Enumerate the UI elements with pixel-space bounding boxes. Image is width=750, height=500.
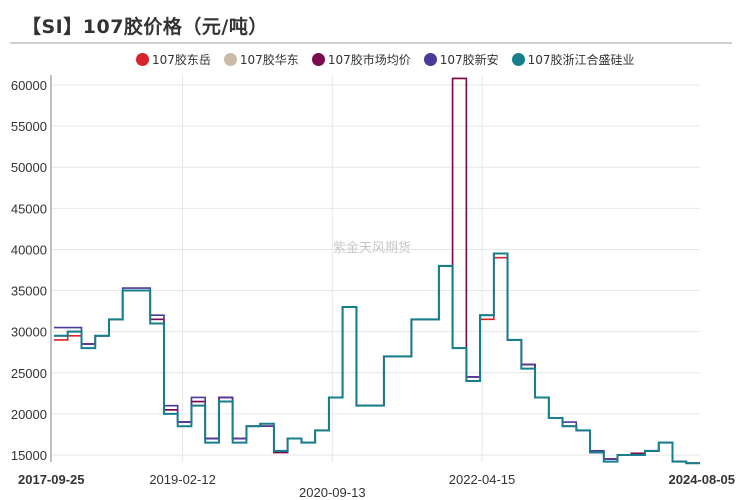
legend-item-dongyue[interactable]: 107胶东岳 bbox=[136, 51, 211, 68]
legend-item-huadong[interactable]: 107胶华东 bbox=[223, 51, 299, 68]
y-tick-label: 45000 bbox=[11, 201, 47, 216]
chart-title: 【SI】107胶价格（元/吨） bbox=[22, 16, 268, 38]
legend-label: 107胶市场均价 bbox=[327, 53, 411, 67]
y-tick-label: 20000 bbox=[11, 407, 47, 422]
watermark: 紫金天风期货 bbox=[333, 241, 412, 256]
legend-label: 107胶浙江合盛硅业 bbox=[527, 53, 635, 67]
series-line[interactable] bbox=[54, 252, 700, 465]
y-tick-label: 60000 bbox=[11, 78, 47, 93]
y-tick-label: 55000 bbox=[11, 119, 47, 134]
y-axis: 15000 20000 25000 30000 35000 40000 45000 50000… bbox=[11, 75, 52, 463]
chart-legend: 107胶东岳 107胶华东 107胶市场均价 107胶新安 107胶浙江合盛硅业 bbox=[136, 51, 648, 68]
legend-marker-icon bbox=[311, 53, 325, 66]
legend-label: 107胶华东 bbox=[239, 53, 299, 67]
legend-marker-icon bbox=[223, 53, 237, 66]
legend-item-xinan[interactable]: 107胶新安 bbox=[423, 51, 499, 68]
legend-item-hoshine[interactable]: 107胶浙江合盛硅业 bbox=[511, 51, 635, 68]
y-tick-label: 15000 bbox=[11, 448, 47, 463]
x-tick-label: 2017-09-25 bbox=[18, 472, 85, 487]
x-tick-label: 2020-09-13 bbox=[299, 485, 366, 500]
series-line[interactable] bbox=[54, 252, 700, 465]
x-tick-label: 2022-04-15 bbox=[449, 472, 516, 487]
y-tick-label: 35000 bbox=[11, 284, 47, 299]
y-tick-label: 30000 bbox=[11, 325, 47, 340]
series-lines bbox=[54, 77, 700, 465]
legend-label: 107胶东岳 bbox=[152, 53, 211, 67]
x-tick-label: 2024-08-05 bbox=[669, 472, 736, 487]
x-tick-label: 2019-02-12 bbox=[149, 472, 216, 487]
legend-marker-icon bbox=[136, 53, 149, 66]
y-tick-label: 25000 bbox=[11, 366, 47, 381]
legend-marker-icon bbox=[511, 53, 525, 66]
x-axis: 2017-09-25 2019-02-12 2020-09-13 2022-04-15… bbox=[18, 472, 735, 500]
legend-marker-icon bbox=[423, 53, 437, 66]
gridlines bbox=[52, 75, 700, 462]
y-tick-label: 50000 bbox=[11, 160, 47, 175]
y-tick-label: 40000 bbox=[11, 242, 47, 257]
legend-item-market-average[interactable]: 107胶市场均价 bbox=[311, 51, 411, 68]
legend-label: 107胶新安 bbox=[439, 53, 499, 67]
title-divider bbox=[10, 42, 732, 44]
